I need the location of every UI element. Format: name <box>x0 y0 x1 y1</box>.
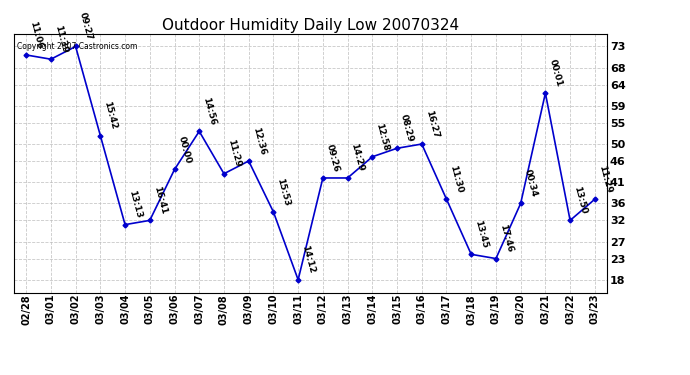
Text: 11:29: 11:29 <box>226 138 242 169</box>
Text: 12:58: 12:58 <box>374 122 391 152</box>
Text: 00:01: 00:01 <box>547 58 563 88</box>
Text: 13:50: 13:50 <box>572 186 588 215</box>
Text: 00:00: 00:00 <box>177 135 193 164</box>
Text: 11:30: 11:30 <box>448 164 464 194</box>
Title: Outdoor Humidity Daily Low 20070324: Outdoor Humidity Daily Low 20070324 <box>162 18 459 33</box>
Text: 00:34: 00:34 <box>522 168 539 198</box>
Text: 13:13: 13:13 <box>127 189 143 219</box>
Text: 14:29: 14:29 <box>350 142 366 173</box>
Text: 09:26: 09:26 <box>325 143 341 173</box>
Text: 13:45: 13:45 <box>473 219 489 249</box>
Text: 12:36: 12:36 <box>250 126 267 156</box>
Text: Copyright 2007 Castronics.com: Copyright 2007 Castronics.com <box>17 42 137 51</box>
Text: 11:39: 11:39 <box>53 24 69 54</box>
Text: 11:06: 11:06 <box>28 20 44 50</box>
Text: 14:12: 14:12 <box>300 244 316 274</box>
Text: 09:27: 09:27 <box>77 11 94 41</box>
Text: 11:29: 11:29 <box>597 164 613 194</box>
Text: 15:53: 15:53 <box>275 177 291 207</box>
Text: 14:56: 14:56 <box>201 96 217 126</box>
Text: 16:41: 16:41 <box>152 185 168 215</box>
Text: 17:46: 17:46 <box>498 223 514 254</box>
Text: 15:42: 15:42 <box>102 100 119 130</box>
Text: 08:29: 08:29 <box>399 113 415 143</box>
Text: 16:27: 16:27 <box>424 109 440 139</box>
